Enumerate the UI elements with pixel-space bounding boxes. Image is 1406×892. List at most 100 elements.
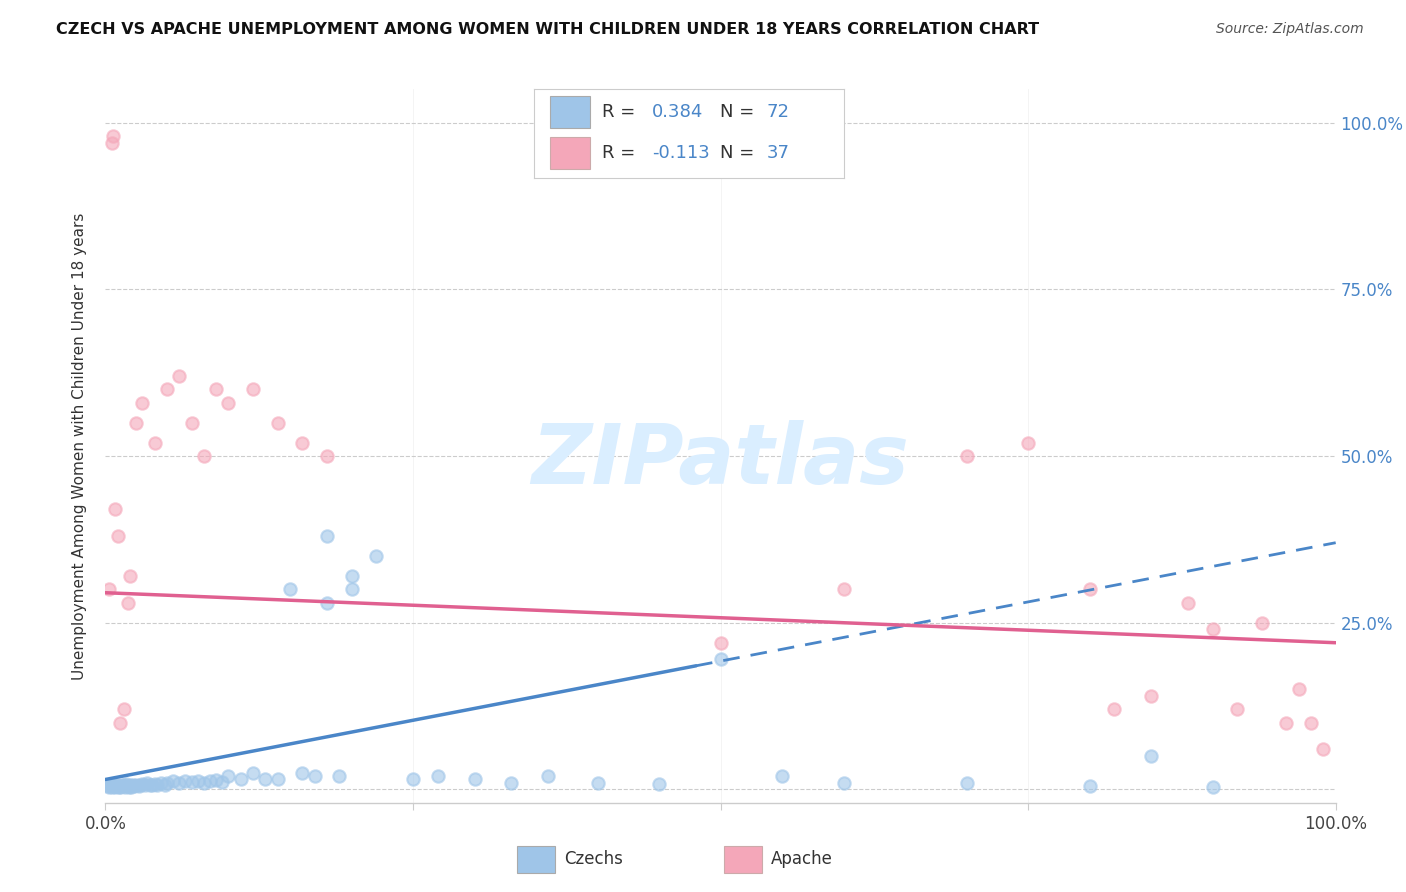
Text: Source: ZipAtlas.com: Source: ZipAtlas.com [1216,22,1364,37]
Point [315,529,337,543]
Point [121,778,143,792]
Point [1140,689,1163,703]
Point [104,780,127,794]
Point [267,772,290,787]
Point [710,652,733,666]
Point [174,774,197,789]
Point [169,776,191,790]
Point [193,776,215,790]
Point [315,596,337,610]
Point [134,779,156,793]
Bar [517,847,555,873]
Point [187,773,209,788]
Point [586,776,609,790]
Point [100,136,122,150]
Point [304,769,326,783]
Point [710,636,733,650]
Point [146,778,169,792]
Point [218,769,240,783]
Point [141,779,163,793]
Point [956,776,979,790]
Point [291,435,314,450]
Point [111,779,134,793]
Point [832,776,855,790]
Point [129,778,152,792]
Point [120,779,141,793]
Point [242,382,264,396]
Point [1102,702,1125,716]
Point [1140,749,1163,764]
Point [1251,615,1274,630]
Point [229,772,252,787]
Point [402,772,425,787]
Point [315,449,337,463]
Bar [724,847,762,873]
Point [117,596,139,610]
Point [205,382,228,396]
Point [138,778,162,792]
Point [956,449,979,463]
Point [114,780,136,794]
Point [149,776,172,790]
Text: -0.113: -0.113 [652,145,710,162]
Point [1288,682,1310,697]
Point [205,773,228,788]
Point [153,779,176,793]
Point [291,765,314,780]
Point [105,779,128,793]
Point [832,582,855,597]
Point [122,779,145,793]
Point [112,702,135,716]
Text: 0.384: 0.384 [652,103,703,121]
Point [100,780,122,795]
Point [1177,596,1199,610]
Point [101,778,124,792]
Point [1226,702,1249,716]
Text: CZECH VS APACHE UNEMPLOYMENT AMONG WOMEN WITH CHILDREN UNDER 18 YEARS CORRELATIO: CZECH VS APACHE UNEMPLOYMENT AMONG WOMEN… [56,22,1039,37]
Bar [550,137,591,169]
Point [180,416,202,430]
Point [107,529,129,543]
Text: N =: N = [720,103,759,121]
Point [1202,780,1225,795]
Point [1202,623,1225,637]
Point [101,128,124,143]
Point [1078,582,1101,597]
Point [501,776,523,790]
Point [1017,435,1039,450]
Point [648,777,671,791]
Point [242,765,264,780]
Point [125,779,148,793]
Point [118,780,141,795]
Y-axis label: Unemployment Among Women with Children Under 18 years: Unemployment Among Women with Children U… [72,212,87,680]
Point [98,780,121,794]
Text: 37: 37 [766,145,789,162]
Point [112,778,135,792]
Text: N =: N = [720,145,759,162]
Point [98,779,122,793]
Point [156,776,179,790]
Point [328,769,350,783]
Text: ZIPatlas: ZIPatlas [531,420,910,500]
Point [98,582,121,597]
Point [143,777,166,791]
Point [1078,779,1101,793]
Point [1312,742,1334,756]
Point [770,769,793,783]
Point [1301,715,1323,730]
Point [115,777,138,791]
Point [110,715,132,730]
Point [117,779,139,793]
Point [97,779,120,793]
Point [107,779,129,793]
Point [218,395,240,409]
Point [198,774,221,789]
Point [110,779,132,793]
Point [156,382,179,396]
Point [340,582,363,597]
Point [366,549,388,563]
Point [143,435,166,450]
Point [131,395,153,409]
Point [537,769,560,783]
Point [108,780,131,795]
